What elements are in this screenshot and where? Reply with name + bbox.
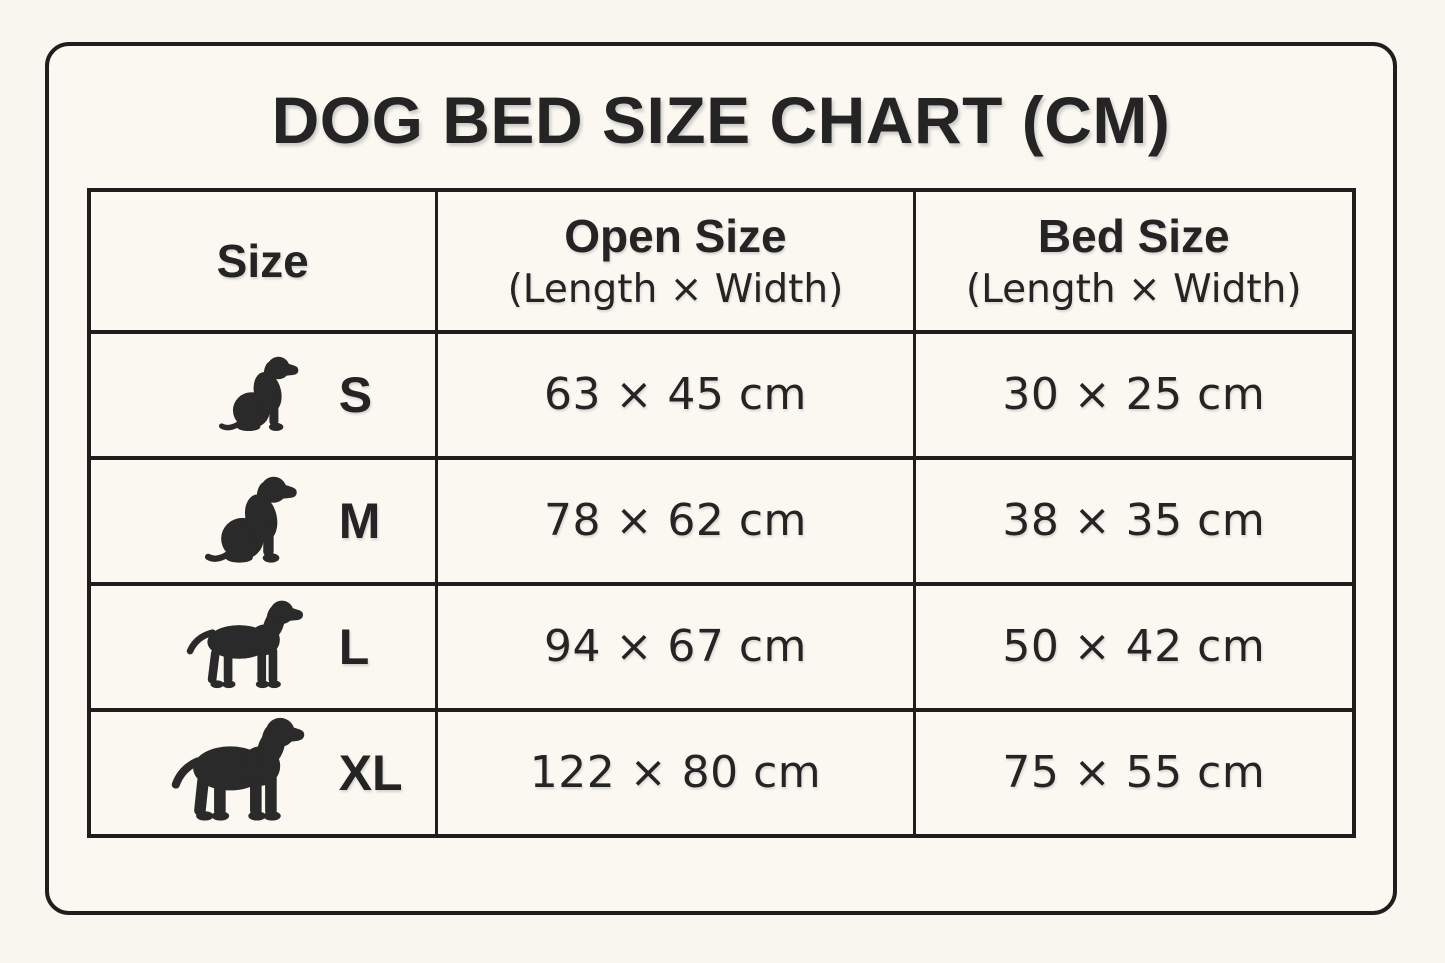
table-row-l: L 94 × 67 cm 50 × 42 cm	[87, 581, 1355, 712]
size-cell: XL	[87, 707, 438, 838]
dog-standing-large-icon	[109, 596, 309, 698]
size-label: XL	[338, 744, 403, 801]
column-header-size-label: Size	[216, 234, 309, 287]
bed-size-value: 50 × 42 cm	[913, 581, 1355, 712]
size-label: S	[338, 366, 373, 423]
size-label: M	[338, 492, 381, 549]
header-row: Size Open Size (Length × Width) Bed Size…	[87, 187, 1355, 334]
dog-standing-xlarge-icon	[109, 715, 309, 831]
dog-sitting-small-icon	[109, 350, 309, 440]
column-header-open-size-sublabel: (Length × Width)	[507, 267, 844, 313]
table-row-s: S 63 × 45 cm 30 × 25 cm	[87, 329, 1355, 460]
bed-size-value: 75 × 55 cm	[913, 707, 1355, 838]
column-header-bed-size-sublabel: (Length × Width)	[965, 267, 1302, 313]
open-size-value: 122 × 80 cm	[434, 707, 917, 838]
table-row-m: M 78 × 62 cm 38 × 35 cm	[87, 455, 1355, 586]
column-header-bed-size-label: Bed Size	[1037, 210, 1230, 263]
open-size-value: 94 × 67 cm	[434, 581, 917, 712]
open-size-value: 78 × 62 cm	[434, 455, 917, 586]
size-cell: L	[87, 581, 438, 712]
column-header-open-size-label: Open Size	[564, 210, 787, 263]
bed-size-value: 30 × 25 cm	[913, 329, 1355, 460]
size-cell: M	[87, 455, 438, 586]
size-table: Size Open Size (Length × Width) Bed Size…	[86, 187, 1356, 838]
size-cell: S	[87, 329, 438, 460]
page-title: DOG BED SIZE CHART (CM)	[271, 83, 1171, 157]
size-label: L	[338, 618, 370, 675]
dog-sitting-medium-icon	[109, 469, 309, 573]
column-header-open-size: Open Size (Length × Width)	[434, 187, 917, 334]
open-size-value: 63 × 45 cm	[434, 329, 917, 460]
column-header-bed-size: Bed Size (Length × Width)	[913, 187, 1355, 334]
column-header-size: Size	[87, 187, 438, 334]
size-chart-card: DOG BED SIZE CHART (CM) Size Open Size (…	[45, 42, 1397, 915]
table-row-xl: XL 122 × 80 cm 75 × 55 cm	[87, 707, 1355, 838]
bed-size-value: 38 × 35 cm	[913, 455, 1355, 586]
